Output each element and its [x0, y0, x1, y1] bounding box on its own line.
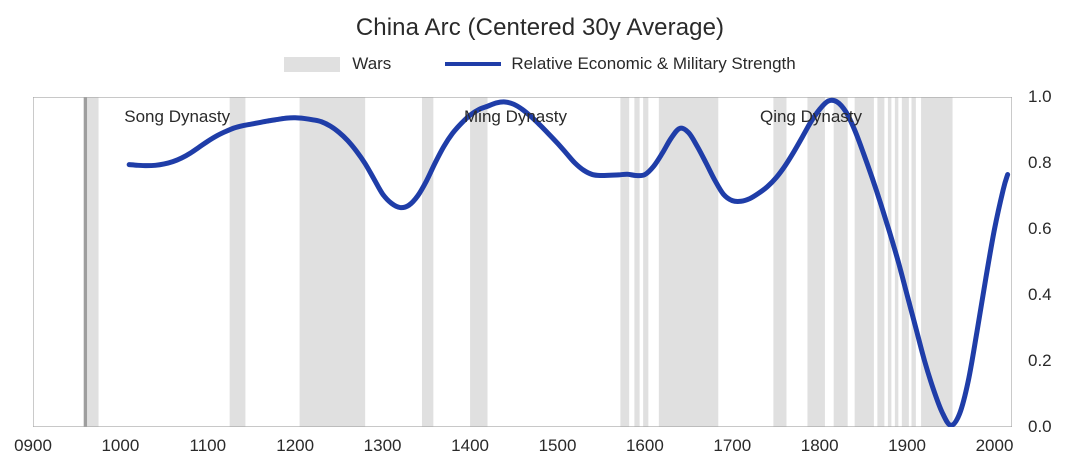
x-tick-label: 1100	[189, 436, 227, 455]
war-band	[833, 97, 848, 427]
war-band	[877, 97, 885, 427]
x-tick-label: 1400	[451, 436, 490, 455]
war-band	[807, 97, 825, 427]
legend-label-wars: Wars	[352, 54, 392, 73]
x-tick-label: 2000	[975, 436, 1014, 455]
wars-band-swatch-icon	[284, 56, 341, 72]
war-band	[643, 97, 649, 427]
y-tick-label: 0.8	[1028, 153, 1052, 172]
war-band	[658, 97, 719, 427]
plot-area: Song Dynasty Ming Dynasty Qing Dynasty	[33, 97, 1012, 427]
x-tick-label: 1600	[625, 436, 664, 455]
x-tick-label: 1800	[800, 436, 839, 455]
y-tick-label: 1.0	[1028, 87, 1052, 106]
dynasty-label: Qing Dynasty	[759, 107, 863, 126]
war-band	[773, 97, 787, 427]
x-tick-label: 1500	[538, 436, 577, 455]
war-band	[421, 97, 434, 427]
chart-legend: Wars Relative Economic & Military Streng…	[0, 54, 1080, 74]
legend-label-strength: Relative Economic & Military Strength	[511, 54, 796, 73]
y-tick-label: 0.2	[1028, 351, 1052, 370]
war-band	[83, 97, 88, 427]
series-line-relative-strength	[126, 97, 1011, 427]
war-band	[470, 97, 488, 427]
x-tick-label: 1300	[363, 436, 402, 455]
legend-item-wars: Wars	[284, 54, 391, 74]
war-band	[229, 97, 246, 427]
war-band	[634, 97, 640, 427]
y-tick-label: 0.6	[1028, 219, 1052, 238]
y-tick-label: 0.4	[1028, 285, 1052, 304]
x-tick-label: 0900	[14, 436, 52, 455]
war-band	[854, 97, 874, 427]
war-band	[921, 97, 953, 427]
legend-item-strength: Relative Economic & Military Strength	[445, 54, 796, 74]
x-tick-label: 1900	[888, 436, 927, 455]
strength-line-swatch-icon	[445, 62, 502, 66]
x-tick-label: 1000	[101, 436, 140, 455]
dynasty-label: Ming Dynasty	[464, 107, 567, 126]
dynasty-label: Song Dynasty	[124, 107, 231, 126]
war-band	[620, 97, 630, 427]
war-band	[87, 97, 99, 427]
x-tick-label: 1200	[276, 436, 315, 455]
war-band	[901, 97, 909, 427]
plot-svg	[33, 97, 1012, 427]
war-band	[887, 97, 892, 427]
chart-title: China Arc (Centered 30y Average)	[355, 14, 725, 41]
y-tick-label: 0.0	[1028, 417, 1052, 436]
x-tick-label: 1700	[713, 436, 752, 455]
war-band	[911, 97, 916, 427]
